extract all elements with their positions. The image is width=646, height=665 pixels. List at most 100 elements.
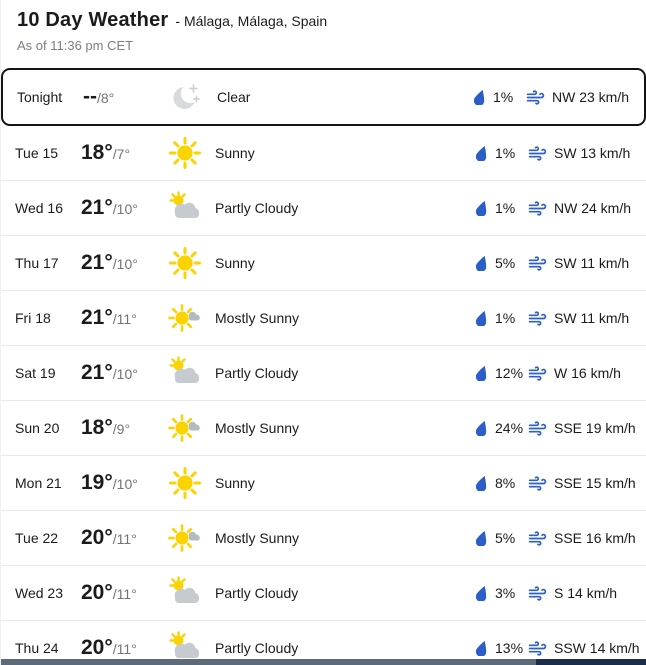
- droplet-icon: [476, 255, 488, 271]
- temperature: 21°/10°: [81, 196, 159, 220]
- forecast-row-fri-18[interactable]: Fri 18 21°/11° Mostly Sunny 1% SW 11 km/…: [1, 291, 646, 346]
- wind-label: W 16 km/h: [554, 365, 621, 381]
- wind-group: SW 11 km/h: [528, 254, 634, 273]
- clear-night-icon: [169, 79, 205, 115]
- high-temp: 21°: [81, 361, 113, 384]
- precip-group: 1%: [476, 145, 528, 161]
- forecast-row-wed-16[interactable]: Wed 16 21°/10° Partly Cloudy 1% NW 24 km…: [1, 181, 646, 236]
- low-temp: /11°: [112, 586, 137, 602]
- day-label: Tue 22: [15, 530, 59, 546]
- wind-label: NW 23 km/h: [552, 89, 630, 105]
- wind-group: SSE 19 km/h: [528, 419, 636, 438]
- condition-label: Sunny: [215, 255, 255, 271]
- partly-cloudy-icon: [167, 630, 203, 665]
- wind-group: SW 11 km/h: [528, 309, 634, 328]
- day-label: Thu 17: [15, 255, 59, 271]
- sunny-icon: [167, 245, 203, 281]
- wind-icon: [528, 144, 547, 163]
- low-temp: /8°: [97, 90, 115, 106]
- wind-icon: [528, 639, 547, 658]
- mostly-sunny-icon: [167, 520, 203, 556]
- temperature: 20°/11°: [81, 581, 159, 605]
- partly-cloudy-icon: [167, 190, 203, 226]
- condition-label: Partly Cloudy: [215, 585, 299, 601]
- wind-icon: [528, 199, 547, 218]
- day-label: Tue 15: [15, 145, 59, 161]
- forecast-row-tue-15[interactable]: Tue 15 18°/7° Sunny 1% SW 13 km/h: [1, 126, 646, 181]
- day-label: Sat 19: [15, 365, 56, 381]
- precip-group: 5%: [476, 255, 528, 271]
- wind-icon: [528, 474, 547, 493]
- wind-group: W 16 km/h: [528, 364, 634, 383]
- droplet-icon: [476, 475, 488, 491]
- low-temp: /10°: [112, 366, 138, 382]
- wind-group: SSW 14 km/h: [528, 639, 640, 658]
- wind-group: S 14 km/h: [528, 584, 634, 603]
- precip-percent: 5%: [495, 255, 516, 271]
- forecast-row-thu-24[interactable]: Thu 24 20°/11° Partly Cloudy 13% SSW 14 …: [1, 621, 646, 665]
- high-temp: 21°: [81, 306, 113, 329]
- forecast-row-sun-20[interactable]: Sun 20 18°/9° Mostly Sunny 24% SSE 19 km…: [1, 401, 646, 456]
- forecast-row-thu-17[interactable]: Thu 17 21°/10° Sunny 5% SW 11 km/h: [1, 236, 646, 291]
- wind-icon: [528, 254, 547, 273]
- sunny-icon: [167, 465, 203, 501]
- scrollbar-thumb[interactable]: [1, 659, 536, 665]
- temperature: 21°/10°: [81, 251, 159, 275]
- high-temp: 18°: [81, 141, 113, 164]
- precip-percent: 1%: [495, 145, 516, 161]
- sunny-icon: [167, 135, 203, 171]
- precip-percent: 5%: [495, 530, 516, 546]
- precip-percent: 1%: [495, 200, 516, 216]
- day-label: Wed 23: [15, 585, 63, 601]
- page-title: 10 Day Weather: [17, 9, 169, 31]
- temperature: 21°/11°: [81, 306, 159, 330]
- temperature: 20°/11°: [81, 636, 159, 660]
- forecast-row-tonight[interactable]: Tonight --/8° Clear 1% NW 23 km/h: [1, 68, 646, 126]
- forecast-row-mon-21[interactable]: Mon 21 19°/10° Sunny 8% SSE 15 km/h: [1, 456, 646, 511]
- forecast-row-sat-19[interactable]: Sat 19 21°/10° Partly Cloudy 12% W 16 km…: [1, 346, 646, 401]
- high-temp: 18°: [81, 416, 113, 439]
- low-temp: /11°: [112, 641, 137, 657]
- temperature: 20°/11°: [81, 526, 159, 550]
- droplet-icon: [476, 420, 488, 436]
- forecast-row-tue-22[interactable]: Tue 22 20°/11° Mostly Sunny 5% SSE 16 km…: [1, 511, 646, 566]
- droplet-icon: [476, 310, 488, 326]
- condition-label: Mostly Sunny: [215, 420, 300, 436]
- droplet-icon: [476, 200, 488, 216]
- wind-label: SSE 19 km/h: [554, 420, 636, 436]
- forecast-row-wed-23[interactable]: Wed 23 20°/11° Partly Cloudy 3% S 14 km/…: [1, 566, 646, 621]
- temperature: 21°/10°: [81, 361, 159, 385]
- condition-label: Mostly Sunny: [215, 310, 300, 326]
- day-label: Thu 24: [15, 640, 59, 656]
- horizontal-scrollbar[interactable]: [1, 659, 646, 665]
- droplet-icon: [476, 145, 488, 161]
- low-temp: /11°: [112, 311, 137, 327]
- precip-group: 5%: [476, 530, 528, 546]
- wind-label: SSE 16 km/h: [554, 530, 636, 546]
- precip-percent: 24%: [495, 420, 524, 436]
- low-temp: /10°: [112, 256, 138, 272]
- condition-label: Mostly Sunny: [215, 530, 300, 546]
- wind-icon: [528, 364, 547, 383]
- wind-icon: [528, 419, 547, 438]
- precip-group: 3%: [476, 585, 528, 601]
- mostly-sunny-icon: [167, 300, 203, 336]
- low-temp: /9°: [112, 421, 131, 437]
- day-label: Sun 20: [15, 420, 60, 436]
- precip-group: 13%: [476, 640, 528, 656]
- day-label: Mon 21: [15, 475, 62, 491]
- high-temp: 20°: [81, 526, 113, 549]
- low-temp: /10°: [112, 476, 138, 492]
- droplet-icon: [474, 89, 486, 105]
- wind-group: NW 23 km/h: [526, 88, 632, 107]
- low-temp: /10°: [112, 201, 138, 217]
- precip-group: 1%: [476, 310, 528, 326]
- low-temp: /7°: [112, 146, 131, 162]
- title-line: 10 Day Weather - Málaga, Málaga, Spain: [17, 9, 630, 32]
- temperature: 18°/7°: [81, 141, 159, 165]
- day-label: Fri 18: [15, 310, 51, 326]
- wind-label: SW 13 km/h: [554, 145, 631, 161]
- precip-percent: 1%: [495, 310, 516, 326]
- high-temp: 21°: [81, 251, 113, 274]
